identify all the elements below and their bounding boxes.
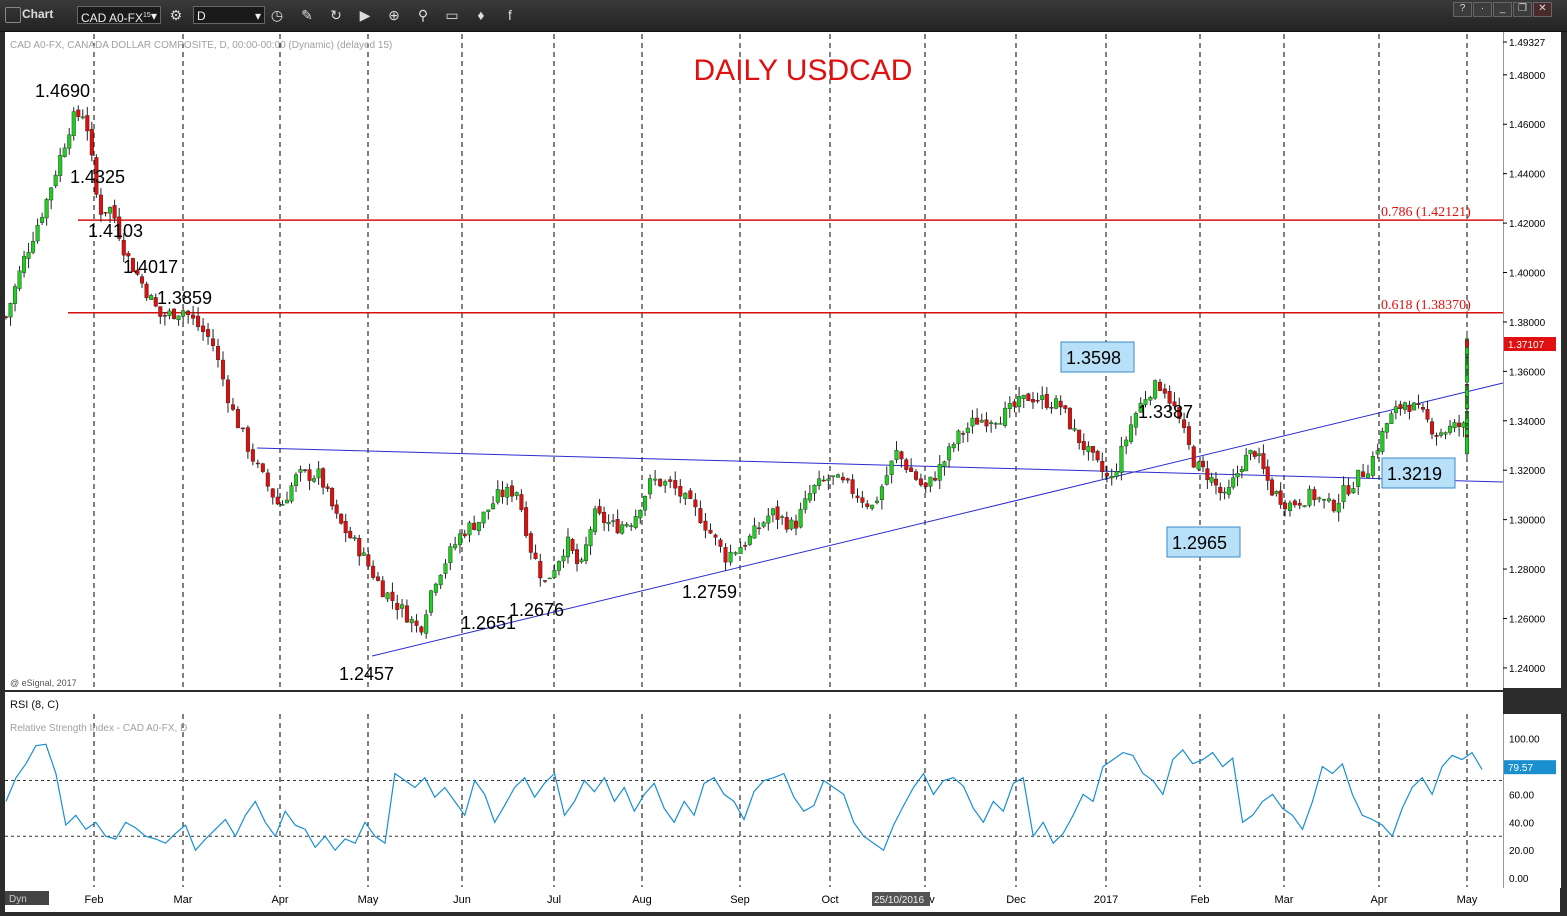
symbol-sup: 15 bbox=[143, 12, 151, 19]
price-axis[interactable] bbox=[1503, 32, 1561, 688]
comment-icon[interactable]: ▭ bbox=[445, 7, 459, 23]
chevron-down-icon[interactable]: ▾ bbox=[254, 9, 261, 23]
help-button[interactable]: ? bbox=[1453, 2, 1472, 17]
symbol-value: CAD A0-FX bbox=[81, 11, 144, 25]
play-icon[interactable]: ▶ bbox=[359, 7, 371, 23]
window-title: Chart bbox=[22, 7, 54, 21]
interval-value: D bbox=[197, 9, 206, 23]
chevron-down-icon[interactable]: ▾ bbox=[150, 9, 157, 23]
restore-button[interactable]: ❐ bbox=[1513, 2, 1532, 17]
settings-icon[interactable]: ⚙ bbox=[169, 7, 183, 23]
link-icon[interactable]: ⚲ bbox=[417, 7, 429, 23]
chart-window-icon bbox=[5, 7, 21, 23]
facebook-icon[interactable]: f bbox=[508, 7, 512, 23]
close-button[interactable]: ✕ bbox=[1533, 2, 1552, 17]
twitter-icon[interactable]: ♦ bbox=[477, 7, 485, 23]
zoom-icon[interactable]: ⊕ bbox=[388, 7, 400, 23]
clock-icon[interactable]: ◷ bbox=[270, 7, 284, 23]
rsi-axis[interactable] bbox=[1503, 714, 1561, 888]
refresh-icon[interactable]: ↻ bbox=[330, 7, 342, 23]
window-titlebar: Chart CAD A0-FX15 ▾ ⚙ D ▾ ◷ ✎ ↻ ▶ ⊕ ⚲ ▭ ♦ … bbox=[0, 0, 1567, 32]
price-panel[interactable] bbox=[5, 32, 1503, 690]
symbol-input[interactable]: CAD A0-FX15 ▾ bbox=[77, 6, 161, 25]
pin-button[interactable]: · bbox=[1473, 2, 1492, 17]
interval-select[interactable]: D ▾ bbox=[193, 6, 265, 24]
pencil-icon[interactable]: ✎ bbox=[301, 7, 313, 23]
rsi-panel[interactable] bbox=[5, 692, 1503, 888]
minimize-button[interactable]: _ bbox=[1493, 2, 1512, 17]
time-axis[interactable] bbox=[5, 888, 1560, 912]
